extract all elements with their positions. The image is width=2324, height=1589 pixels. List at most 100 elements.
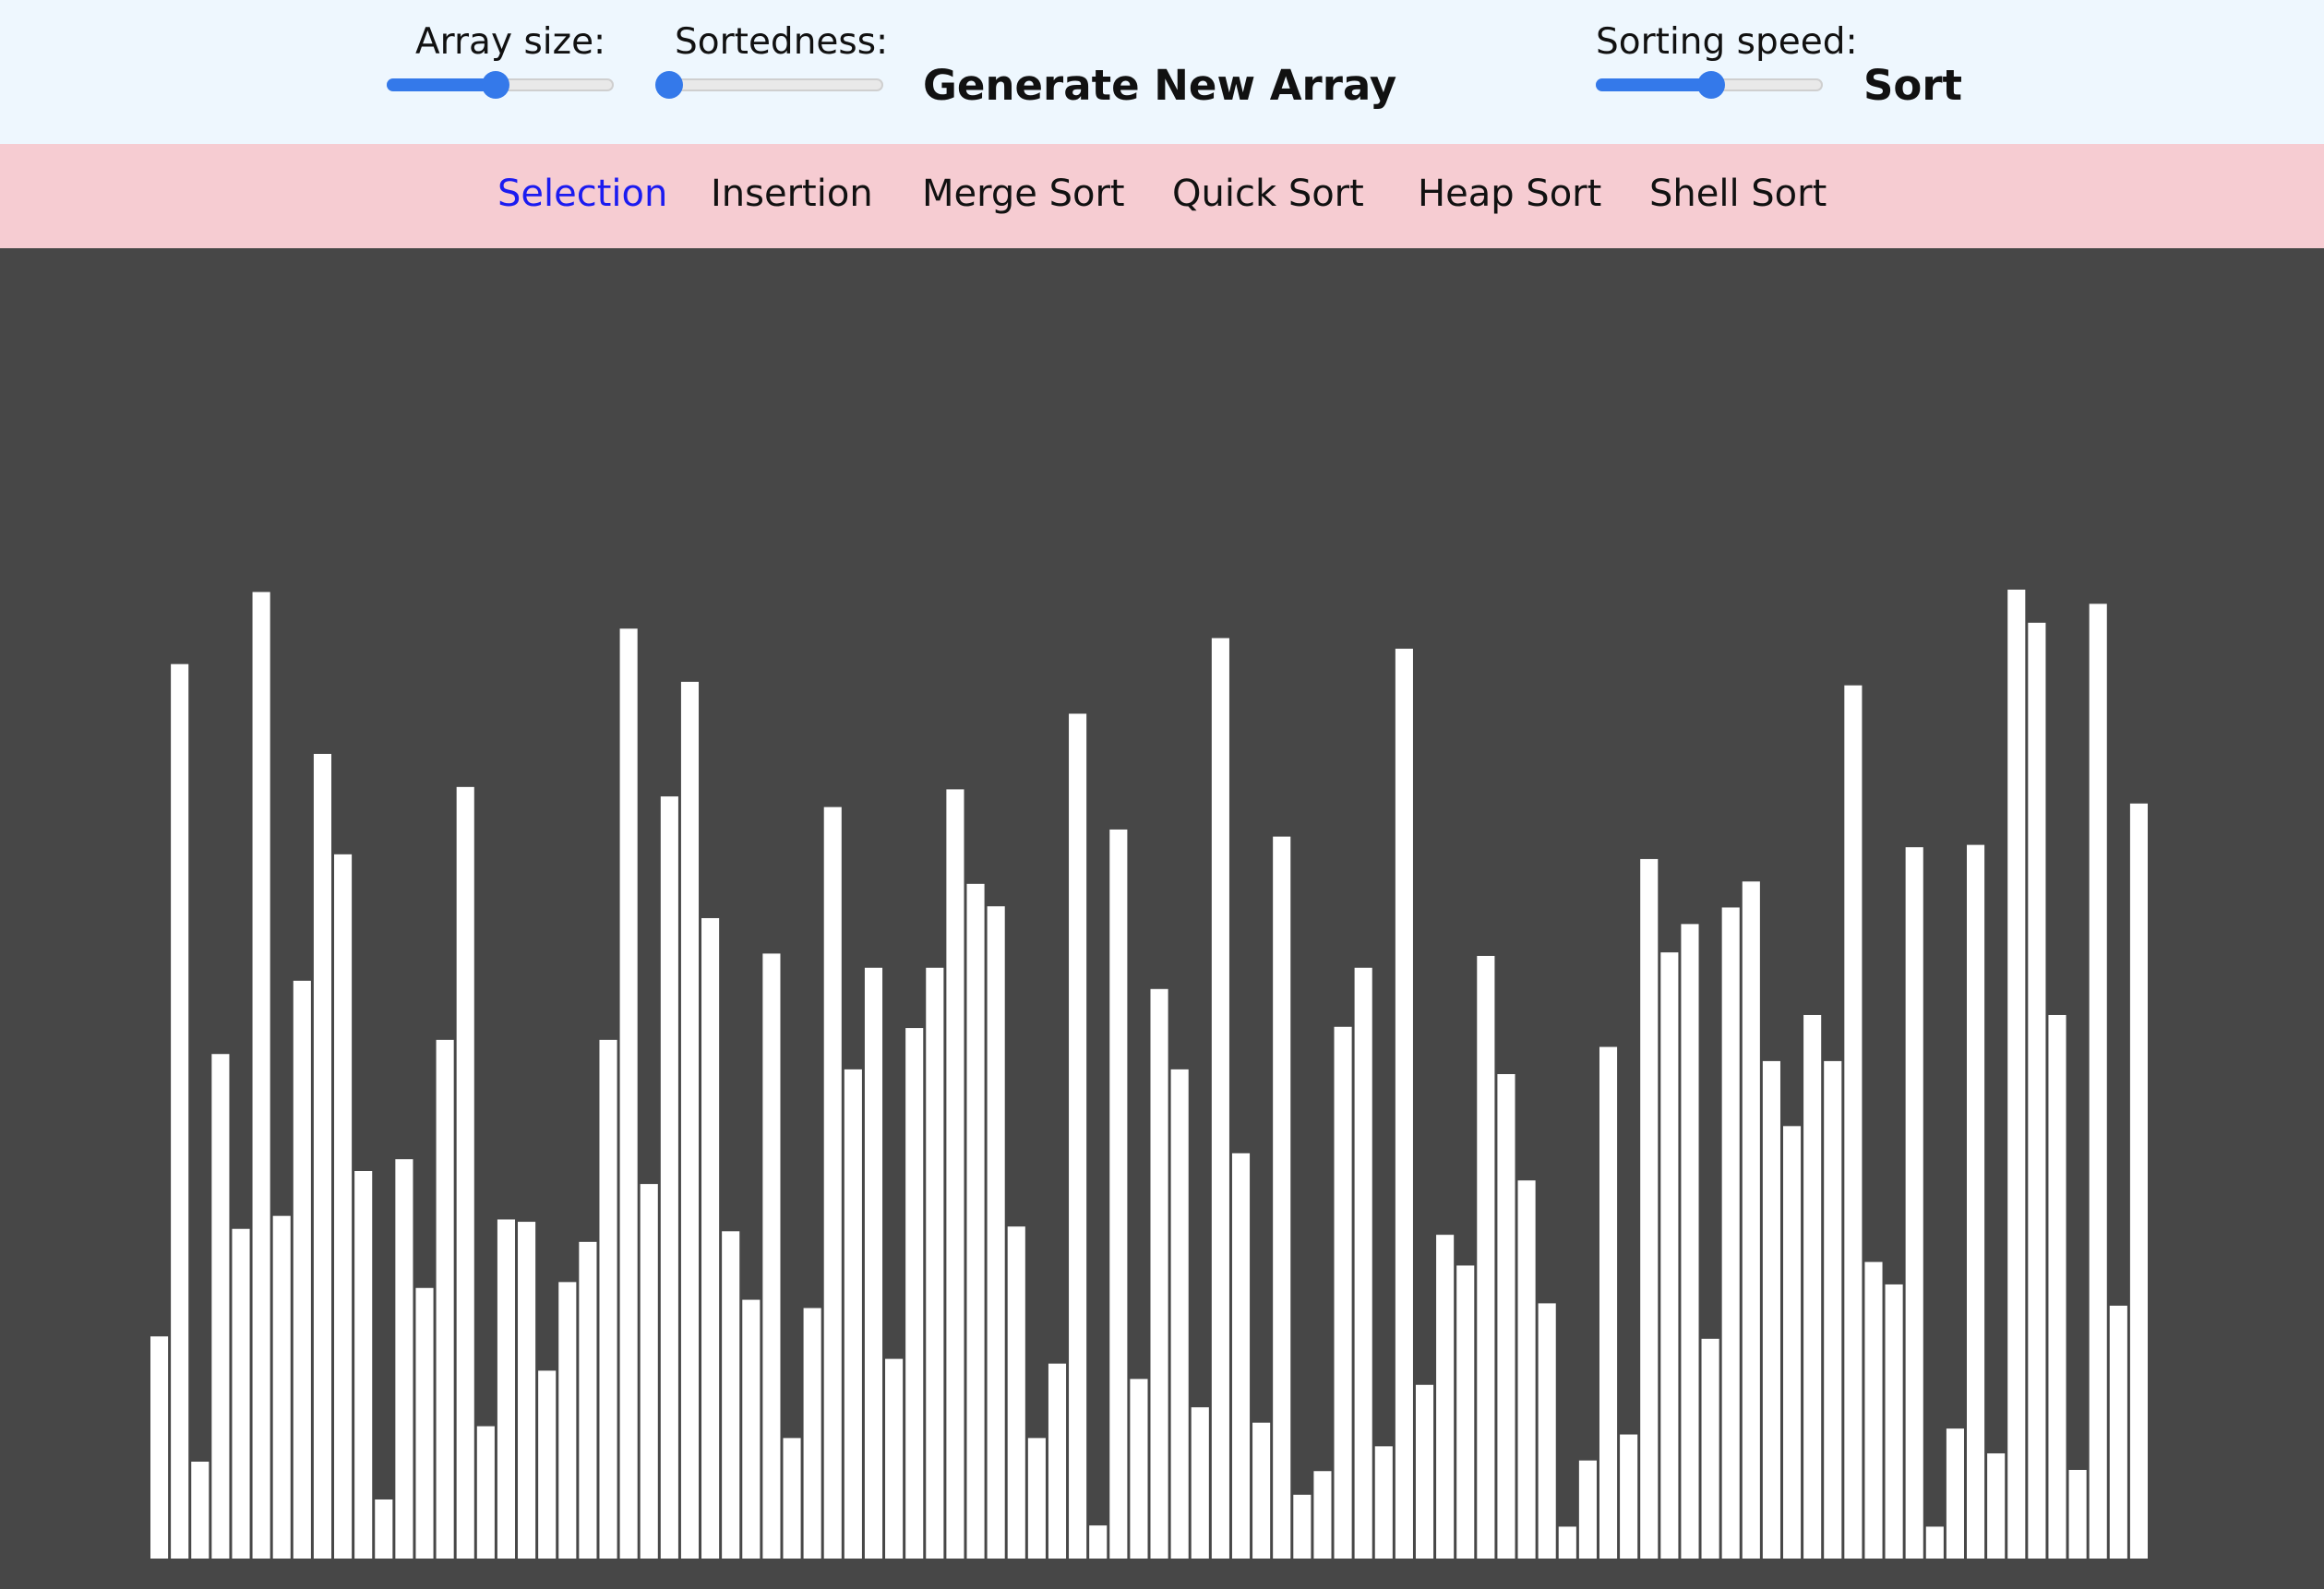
array-bar — [619, 628, 638, 1559]
array-bar — [1313, 1471, 1332, 1559]
array-bar — [1558, 1526, 1576, 1559]
generate-new-array-button[interactable]: Generate New Array — [923, 61, 1397, 110]
array-bar — [762, 953, 781, 1559]
array-bar — [191, 1462, 210, 1559]
array-bar — [926, 967, 944, 1559]
array-bar — [1864, 1261, 1883, 1559]
array-bar — [518, 1222, 536, 1559]
array-bar — [2028, 622, 2046, 1559]
array-bar — [1517, 1180, 1536, 1559]
array-bar — [1211, 638, 1229, 1559]
array-bar — [1069, 713, 1087, 1559]
array-bar — [415, 1287, 434, 1559]
array-bar — [1048, 1363, 1067, 1559]
array-bar — [987, 906, 1005, 1559]
array-bar — [375, 1499, 393, 1559]
array-bar — [1987, 1453, 2006, 1559]
array-bar — [742, 1299, 761, 1559]
array-bar — [864, 967, 883, 1559]
tab-selection[interactable]: Selection — [497, 173, 668, 215]
array-bar — [783, 1438, 801, 1559]
sorting-speed-slider-fill — [1596, 78, 1712, 91]
array-bar — [171, 663, 189, 1559]
tab-shell-sort[interactable]: Shell Sort — [1649, 173, 1827, 215]
array-bar — [1742, 881, 1760, 1559]
array-bar — [1946, 1428, 1964, 1559]
array-bar — [150, 1336, 169, 1559]
array-bar — [1191, 1407, 1209, 1559]
array-bar — [1640, 858, 1659, 1559]
array-bar — [1782, 1126, 1802, 1559]
array-bar — [558, 1282, 577, 1559]
array-bar — [1027, 1438, 1046, 1559]
array-size-label: Array size: — [415, 21, 606, 63]
array-bar — [1660, 952, 1679, 1559]
array-visualization — [0, 248, 2324, 1589]
array-bar — [1273, 836, 1291, 1559]
array-bar — [680, 681, 700, 1559]
sorting-speed-slider-thumb[interactable] — [1697, 71, 1726, 99]
array-bar — [1578, 1460, 1597, 1559]
array-size-slider-thumb[interactable] — [482, 71, 510, 99]
array-bar — [1456, 1265, 1475, 1559]
array-bar — [1477, 955, 1495, 1559]
array-bar — [599, 1039, 617, 1559]
array-bar — [1374, 1446, 1393, 1559]
array-bar — [966, 883, 985, 1559]
array-bar — [1293, 1494, 1312, 1559]
array-bar — [1966, 844, 1985, 1559]
array-bar — [2068, 1469, 2087, 1559]
array-bar — [722, 1231, 740, 1559]
array-bar — [313, 753, 332, 1559]
array-bar — [436, 1039, 454, 1559]
array-size-slider-fill — [387, 78, 497, 91]
array-bar — [1824, 1060, 1842, 1559]
array-bar — [456, 786, 474, 1559]
array-bar — [660, 796, 678, 1559]
array-bar — [1905, 847, 1923, 1559]
array-bar — [1252, 1422, 1271, 1559]
array-bar — [803, 1308, 821, 1559]
array-bar — [1701, 1338, 1719, 1559]
top-toolbar: Array size: Sortedness: Generate New Arr… — [0, 0, 2324, 144]
array-bar — [354, 1171, 373, 1559]
array-bar — [293, 980, 311, 1559]
array-bar — [1007, 1226, 1025, 1559]
tab-quick-sort[interactable]: Quick Sort — [1172, 173, 1364, 215]
array-bar — [1599, 1046, 1618, 1559]
array-bar — [1721, 907, 1740, 1559]
array-bar — [1885, 1284, 1903, 1559]
array-bar — [395, 1159, 413, 1559]
array-bar — [1415, 1384, 1434, 1559]
array-bar — [946, 789, 964, 1559]
array-bar — [538, 1370, 557, 1559]
array-bar — [1231, 1153, 1251, 1559]
array-bar — [1538, 1303, 1556, 1559]
sortedness-slider-thumb[interactable] — [655, 71, 684, 99]
array-bar — [252, 591, 270, 1559]
array-size-slider[interactable] — [387, 71, 614, 99]
tab-merge-sort[interactable]: Merge Sort — [922, 173, 1125, 215]
array-bar — [1334, 1026, 1352, 1559]
array-bar — [823, 806, 842, 1559]
sort-button[interactable]: Sort — [1863, 61, 1963, 110]
tab-heap-sort[interactable]: Heap Sort — [1418, 173, 1602, 215]
array-bar — [1497, 1074, 1515, 1559]
array-bar — [232, 1228, 250, 1559]
array-bar — [885, 1358, 904, 1559]
array-bar — [1620, 1434, 1638, 1559]
array-bar — [1089, 1525, 1108, 1559]
array-bar — [2129, 803, 2148, 1559]
array-bar — [334, 854, 353, 1559]
sortedness-slider[interactable] — [655, 71, 883, 99]
array-bar — [1354, 967, 1372, 1559]
array-bar — [844, 1069, 862, 1559]
array-bar — [1925, 1526, 1944, 1559]
sorting-speed-slider[interactable] — [1596, 71, 1823, 99]
sorting-speed-label: Sorting speed: — [1596, 21, 1858, 63]
tab-insertion[interactable]: Insertion — [711, 173, 873, 215]
algorithm-menu — [0, 144, 2324, 248]
array-bar — [272, 1215, 291, 1559]
array-bar — [1844, 685, 1863, 1559]
array-bar — [1803, 1014, 1822, 1559]
